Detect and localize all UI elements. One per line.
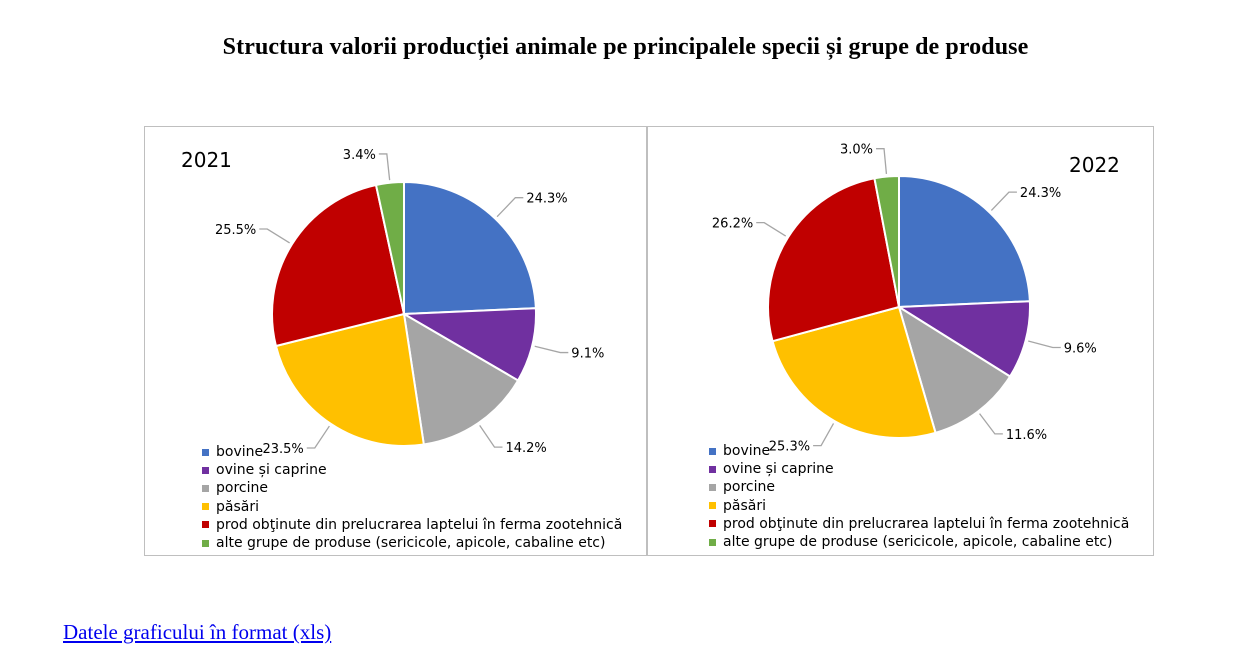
slice-alte xyxy=(873,174,900,308)
chart-panel-2022: 24.3% 9.6% 11.6% 25.3% 26.2% 3.0% 2022 bovine… xyxy=(647,126,1154,556)
chart-title-2021: 2021 xyxy=(181,148,232,172)
data-label: 26.2% xyxy=(712,217,753,232)
legend-item: ovine și caprine xyxy=(709,460,1129,478)
data-label: 14.2% xyxy=(505,441,546,456)
leader-line xyxy=(990,191,1017,211)
slice-bovine xyxy=(403,180,537,316)
legend-item: prod obţinute din prelucrarea laptelui î… xyxy=(202,516,622,534)
legend-swatch xyxy=(202,448,209,456)
slice-pasari xyxy=(274,312,425,447)
legend-swatch xyxy=(202,521,209,529)
legend-swatch xyxy=(709,538,716,546)
chart-title-2022: 2022 xyxy=(1069,153,1120,177)
legend-label: alte grupe de produse (sericicole, apico… xyxy=(723,533,1113,550)
leader-line xyxy=(496,197,524,218)
data-label: 24.3% xyxy=(1020,186,1061,201)
xls-data-link[interactable]: Datele graficului în format (xls) xyxy=(63,620,332,644)
legend-item: porcine xyxy=(202,479,622,497)
leader-line xyxy=(479,424,503,448)
legend-swatch xyxy=(709,483,716,491)
slice-bovine xyxy=(898,174,1031,309)
data-label: 25.5% xyxy=(215,223,256,238)
slice-ovine-caprine xyxy=(895,300,1031,378)
data-label: 24.3% xyxy=(526,192,567,207)
data-label: 25.3% xyxy=(769,440,810,455)
legend-item: păsări xyxy=(709,497,1129,515)
leader-line xyxy=(1028,340,1061,349)
slice-lapte xyxy=(271,183,406,348)
data-label: 11.6% xyxy=(1006,428,1047,443)
legend-swatch xyxy=(709,502,716,510)
slice-alte xyxy=(374,180,405,315)
legend-2021: bovine ovine și caprine porcine păsări p… xyxy=(202,443,622,552)
legend-label: porcine xyxy=(216,480,268,497)
legend-item: ovine și caprine xyxy=(202,461,622,479)
legend-label: ovine și caprine xyxy=(216,462,327,479)
data-label: 9.6% xyxy=(1064,342,1097,357)
data-label: 3.0% xyxy=(840,143,873,158)
legend-label: alte grupe de produse (sericicole, apico… xyxy=(216,534,606,551)
legend-swatch xyxy=(202,484,209,492)
legend-2022: bovine ovine și caprine porcine păsări p… xyxy=(709,442,1129,551)
legend-swatch xyxy=(202,466,209,474)
legend-label: bovine xyxy=(723,443,771,459)
legend-swatch xyxy=(202,539,209,547)
legend-swatch xyxy=(709,447,716,455)
legend-label: prod obţinute din prelucrarea laptelui î… xyxy=(216,516,623,533)
leader-line xyxy=(813,423,835,447)
legend-label: ovine și caprine xyxy=(723,461,834,478)
slice-lapte xyxy=(767,177,901,343)
leader-line xyxy=(876,148,888,175)
leader-line xyxy=(378,153,391,181)
data-label: 3.4% xyxy=(343,148,376,163)
legend-swatch xyxy=(202,503,209,511)
leader-line xyxy=(259,228,290,244)
legend-label: porcine xyxy=(723,479,775,496)
leader-line xyxy=(534,345,569,354)
page-title: Structura valorii producției animale pe … xyxy=(222,34,1029,60)
legend-item: bovine xyxy=(202,443,622,461)
legend-item: alte grupe de produse (sericicole, apico… xyxy=(709,533,1129,551)
legend-item: alte grupe de produse (sericicole, apico… xyxy=(202,534,622,552)
data-label: 9.1% xyxy=(571,347,604,362)
legend-swatch xyxy=(709,465,716,473)
slice-porcine xyxy=(402,312,520,446)
data-label: 23.5% xyxy=(262,442,303,457)
legend-label: bovine xyxy=(216,444,264,460)
legend-swatch xyxy=(709,520,716,528)
legend-item: păsări xyxy=(202,498,622,516)
pie-chart-2021: 24.3% 9.1% 14.2% 23.5% 25.5% 3.4% xyxy=(215,148,604,457)
legend-label: prod obţinute din prelucrarea laptelui î… xyxy=(723,515,1130,532)
chart-panel-2021: 24.3% 9.1% 14.2% 23.5% 25.5% 3.4% 2021 bovine… xyxy=(144,126,647,556)
pie-chart-2022: 24.3% 9.6% 11.6% 25.3% 26.2% 3.0% xyxy=(712,143,1097,455)
slice-pasari xyxy=(771,305,937,439)
leader-line xyxy=(306,425,330,449)
legend-item: porcine xyxy=(709,478,1129,496)
leader-line xyxy=(979,413,1003,435)
legend-label: păsări xyxy=(723,497,766,514)
legend-label: păsări xyxy=(216,498,259,515)
leader-line xyxy=(756,221,787,237)
legend-item: bovine xyxy=(709,442,1129,460)
legend-item: prod obţinute din prelucrarea laptelui î… xyxy=(709,515,1129,533)
